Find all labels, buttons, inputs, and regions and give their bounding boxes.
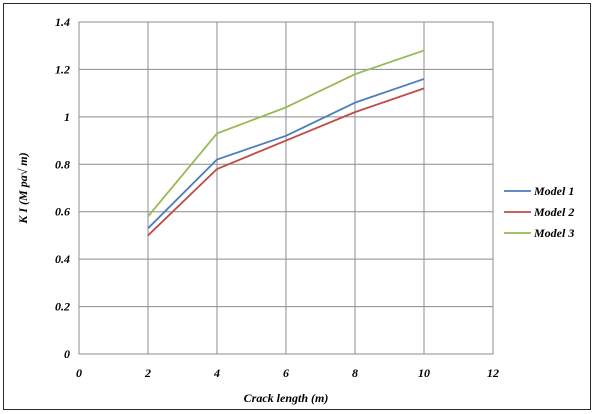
x-tick-label: 8 — [352, 366, 358, 380]
x-tick-label: 12 — [487, 366, 499, 380]
legend-label-3: Model 3 — [533, 226, 574, 240]
y-tick-label: 0 — [64, 347, 70, 361]
y-tick-label: 0.8 — [55, 157, 70, 171]
x-tick-label: 0 — [76, 366, 82, 380]
y-tick-label: 1.2 — [55, 62, 70, 76]
legend-label-1: Model 1 — [533, 184, 574, 198]
x-axis-ticks: 0 2 4 6 8 10 12 — [76, 366, 499, 380]
x-tick-label: 10 — [418, 366, 430, 380]
grid-lines — [79, 22, 493, 354]
y-tick-label: 1.4 — [55, 15, 70, 29]
y-axis-ticks: 0 0.2 0.4 0.6 0.8 1 1.2 1.4 — [55, 15, 70, 361]
y-tick-label: 1 — [64, 110, 70, 124]
x-tick-label: 4 — [213, 366, 220, 380]
x-axis-label: Crack length (m) — [244, 391, 329, 405]
y-tick-label: 0.2 — [55, 300, 70, 314]
series-lines — [147, 49, 425, 237]
legend-label-2: Model 2 — [533, 205, 574, 219]
y-tick-label: 0.4 — [55, 252, 70, 266]
series-line-3 — [147, 49, 425, 218]
x-tick-label: 6 — [283, 366, 289, 380]
legend: Model 1 Model 2 Model 3 — [504, 184, 574, 240]
series-line-1 — [147, 78, 425, 229]
plot-area-border — [78, 21, 494, 355]
x-tick-label: 2 — [144, 366, 151, 380]
y-tick-label: 0.6 — [55, 205, 70, 219]
series-line-2 — [147, 87, 425, 237]
y-axis-label: K I (M pa√ m) — [16, 152, 30, 224]
